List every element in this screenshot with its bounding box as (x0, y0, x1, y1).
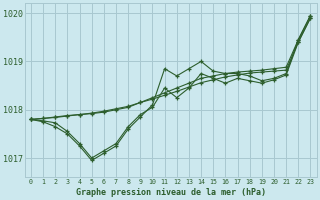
X-axis label: Graphe pression niveau de la mer (hPa): Graphe pression niveau de la mer (hPa) (76, 188, 266, 197)
